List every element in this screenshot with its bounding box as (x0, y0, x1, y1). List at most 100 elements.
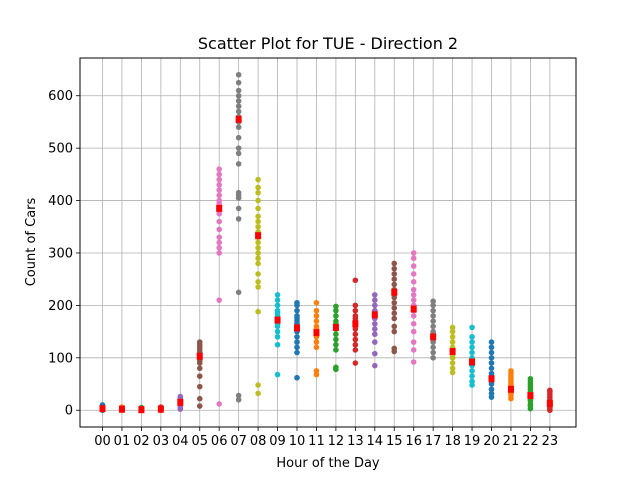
median-marker-17 (430, 333, 437, 341)
data-point-15 (391, 281, 398, 288)
data-point-16 (410, 286, 417, 293)
data-point-23 (547, 387, 553, 394)
chart-title: Scatter Plot for TUE - Direction 2 (198, 34, 458, 53)
data-point-14 (372, 362, 378, 369)
data-point-08 (255, 239, 261, 246)
data-point-08 (255, 284, 261, 290)
data-point-12 (333, 331, 339, 338)
data-point-18 (449, 324, 456, 331)
data-point-13 (352, 307, 359, 314)
data-point-07 (235, 87, 242, 94)
data-point-17 (430, 298, 436, 305)
data-point-07 (235, 92, 242, 99)
data-point-21 (508, 368, 514, 374)
x-tick-label: 11 (308, 434, 325, 449)
median-marker-14 (371, 311, 378, 319)
median-marker-03 (157, 405, 164, 413)
data-point-07 (235, 205, 242, 212)
data-point-06 (216, 244, 222, 251)
data-point-08 (255, 260, 261, 267)
data-point-15 (391, 299, 398, 306)
x-tick-label: 09 (269, 434, 286, 449)
y-tick-label: 600 (48, 89, 73, 104)
median-marker-01 (118, 405, 125, 413)
data-point-07 (235, 98, 242, 104)
data-point-07 (235, 108, 242, 115)
data-point-22 (527, 375, 534, 382)
data-point-11 (313, 368, 320, 374)
x-tick-label: 05 (191, 434, 208, 449)
median-marker-15 (391, 288, 398, 296)
data-point-05 (196, 365, 203, 372)
median-marker-08 (255, 232, 262, 240)
x-tick-label: 18 (444, 434, 461, 449)
data-point-09 (274, 341, 281, 348)
data-point-16 (410, 328, 417, 335)
median-marker-16 (410, 305, 417, 313)
y-tick-label: 400 (48, 194, 73, 209)
data-point-20 (488, 339, 495, 345)
data-point-10 (294, 344, 300, 351)
data-point-12 (333, 341, 339, 348)
data-point-15 (391, 265, 398, 272)
data-point-16 (410, 297, 417, 303)
data-point-08 (255, 184, 261, 191)
y-tick-label: 300 (48, 246, 73, 261)
x-tick-label: 22 (522, 434, 539, 449)
data-point-14 (372, 302, 378, 309)
data-point-07 (235, 71, 242, 78)
median-marker-00 (99, 405, 106, 413)
y-tick-label: 0 (65, 404, 73, 419)
data-point-14 (372, 320, 378, 327)
plot-frame (79, 57, 577, 428)
data-point-09 (274, 371, 281, 378)
median-marker-07 (235, 115, 242, 123)
median-marker-21 (507, 385, 514, 393)
median-markers (99, 115, 553, 414)
data-point-13 (352, 277, 359, 284)
data-point-09 (274, 334, 281, 340)
data-point-08 (255, 271, 261, 277)
x-tick-label: 08 (250, 434, 267, 449)
x-tick-label: 03 (153, 434, 170, 449)
median-marker-13 (352, 320, 359, 328)
data-point-07 (235, 145, 242, 151)
x-tick-label: 12 (328, 434, 345, 449)
data-point-18 (449, 360, 456, 366)
data-point-10 (294, 334, 300, 340)
median-marker-23 (546, 399, 553, 407)
x-axis-ticks: 00 01 02 03 04 05 06 07 08 09 10 11 12 13 14 15 16 17 18 19… (94, 427, 558, 449)
data-point-17 (430, 318, 436, 324)
y-tick-label: 100 (48, 351, 73, 366)
data-point-12 (333, 336, 339, 343)
data-point-19 (469, 334, 475, 340)
data-point-07 (235, 124, 242, 130)
y-tick-label: 500 (48, 142, 73, 157)
data-point-10 (294, 313, 300, 319)
data-point-06 (216, 171, 222, 178)
x-tick-label: 20 (483, 434, 500, 449)
x-tick-label: 01 (114, 434, 131, 449)
data-point-05 (196, 395, 203, 402)
data-point-18 (449, 334, 456, 340)
data-point-06 (216, 218, 222, 225)
data-point-07 (235, 189, 242, 196)
data-point-06 (216, 250, 222, 256)
data-point-17 (430, 349, 436, 356)
data-point-06 (216, 166, 222, 172)
x-tick-label: 13 (347, 434, 364, 449)
data-point-13 (352, 360, 359, 366)
x-tick-label: 06 (211, 434, 228, 449)
data-point-07 (235, 150, 242, 157)
data-point-17 (430, 344, 436, 351)
median-marker-20 (488, 375, 495, 383)
data-point-06 (216, 401, 222, 407)
data-point-08 (255, 244, 261, 251)
data-point-19 (469, 373, 475, 379)
data-point-17 (430, 302, 436, 309)
data-point-05 (196, 373, 203, 379)
x-tick-label: 14 (367, 434, 384, 449)
data-point-08 (255, 213, 261, 220)
data-point-14 (372, 292, 378, 298)
